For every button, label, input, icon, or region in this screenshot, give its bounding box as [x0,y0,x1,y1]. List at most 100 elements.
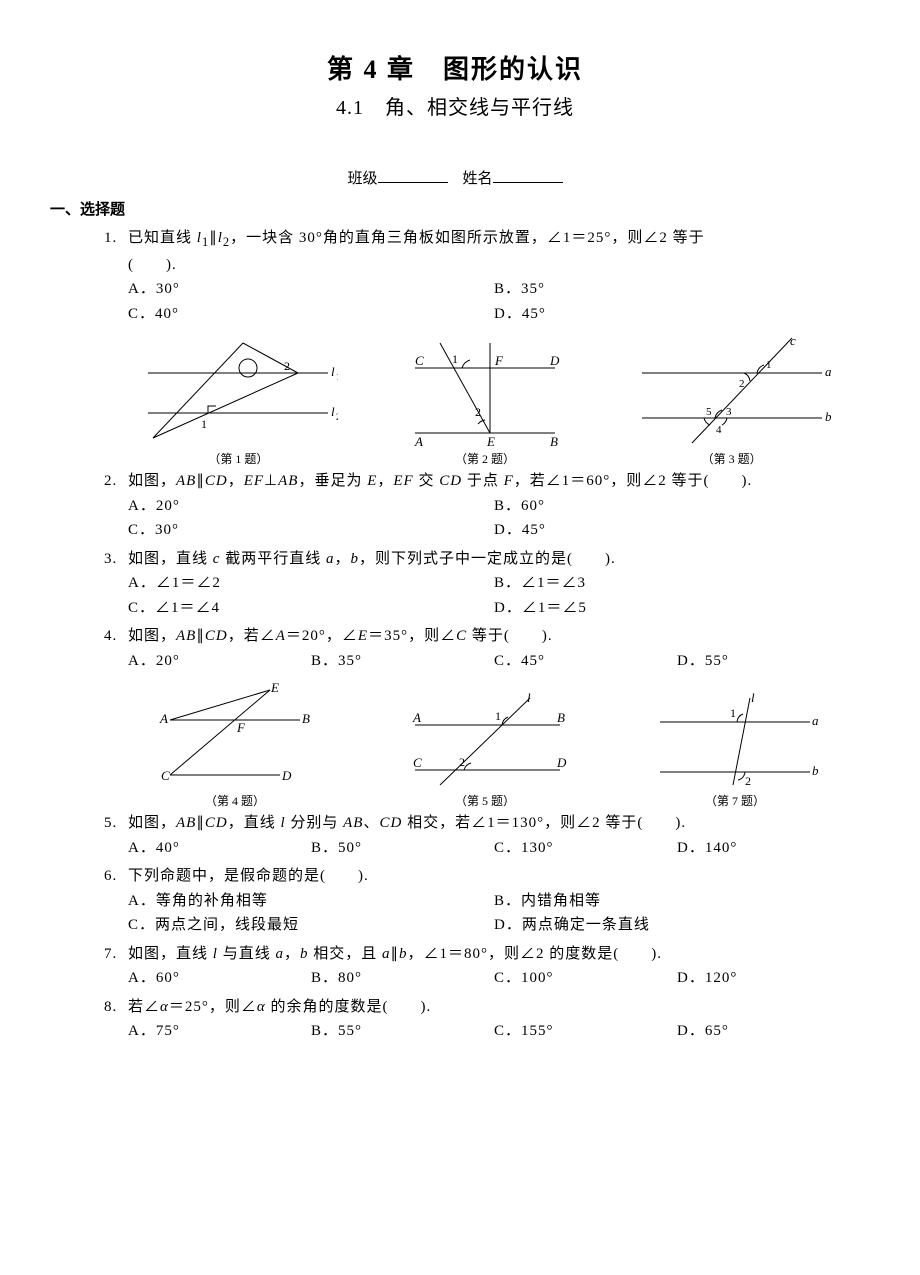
svg-text:B: B [557,710,565,725]
svg-text:C: C [161,768,170,783]
name-blank[interactable] [493,167,563,183]
q5-num: 5. [104,812,117,835]
svg-text:a: a [825,364,832,379]
q7-opt-B: B．80° [311,967,494,990]
figure-row-1: 2 1 l1 l2 （第 1 题） C D F A B E 1 2 （第 2 题… [110,333,860,468]
svg-text:D: D [281,768,292,783]
q6-opt-C: C．两点之间，线段最短 [128,914,494,937]
svg-text:3: 3 [726,406,732,418]
q8-num: 8. [104,996,117,1019]
svg-text:a: a [812,713,819,728]
svg-text:B: B [550,434,558,448]
svg-text:E: E [270,680,279,695]
svg-text:b: b [812,763,819,778]
q3-num: 3. [104,548,117,571]
q7-opt-A: A．60° [128,967,311,990]
svg-text:c: c [790,333,796,348]
class-label: 班级 [347,171,377,187]
q8-opt-D: D．65° [677,1020,860,1043]
q8-opt-C: C．155° [494,1020,677,1043]
class-blank[interactable] [378,167,448,183]
q7-num: 7. [104,943,117,966]
svg-text:1: 1 [766,359,772,371]
figure-4: A B E F C D （第 4 题） [145,680,325,810]
svg-text:D: D [556,755,567,770]
q7-opt-D: D．120° [677,967,860,990]
q5-opt-A: A．40° [128,837,311,860]
q4-opt-B: B．35° [311,650,494,673]
svg-text:D: D [549,353,560,368]
svg-text:2: 2 [459,755,465,769]
svg-text:1: 1 [336,372,338,382]
svg-text:2: 2 [336,412,338,422]
figure-1: 2 1 l1 l2 （第 1 题） [138,338,338,468]
q2-opt-A: A．20° [128,495,494,518]
q3-opt-B: B．∠1＝∠3 [494,572,860,595]
svg-text:F: F [236,720,246,735]
svg-text:1: 1 [452,352,458,366]
figure-row-2: A B E F C D （第 4 题） A B C D l 1 2 （第 5 题… [110,680,860,810]
q6-opt-A: A．等角的补角相等 [128,890,494,913]
svg-text:2: 2 [475,405,481,419]
svg-text:2: 2 [739,378,745,390]
info-line: 班级 姓名 [50,167,860,191]
name-label: 姓名 [463,171,493,187]
q1-opt-B: B．35° [494,278,860,301]
figure-3: a b c 1 2 5 3 4 （第 3 题） [632,333,832,468]
section-heading-choice: 一、选择题 [50,199,860,222]
q1-opt-D: D．45° [494,303,860,326]
svg-text:C: C [415,353,424,368]
svg-text:A: A [414,434,423,448]
q6-opt-D: D．两点确定一条直线 [494,914,860,937]
q2-opt-C: C．30° [128,519,494,542]
q1-opt-A: A．30° [128,278,494,301]
figure-5: A B C D l 1 2 （第 5 题） [395,690,575,810]
q4-opt-D: D．55° [677,650,860,673]
q5-opt-C: C．130° [494,837,677,860]
q3-opt-A: A．∠1＝∠2 [128,572,494,595]
svg-text:1: 1 [201,417,207,431]
question-3: 3. 如图，直线 c 截两平行直线 a，b，则下列式子中一定成立的是( ). A… [128,548,860,620]
q3-opt-C: C．∠1＝∠4 [128,597,494,620]
q6-opt-B: B．内错角相等 [494,890,860,913]
svg-text:4: 4 [716,424,722,436]
svg-text:b: b [825,409,832,424]
svg-text:5: 5 [706,406,712,418]
figure-7: a b l 1 2 （第 7 题） [645,690,825,810]
svg-text:A: A [412,710,421,725]
svg-text:l: l [331,404,335,419]
question-4: 4. 如图，AB∥CD，若∠A＝20°，∠E＝35°，则∠C 等于( ). A．… [128,625,860,672]
q4-opt-C: C．45° [494,650,677,673]
figure-2: C D F A B E 1 2 （第 2 题） [395,338,575,468]
svg-text:l: l [527,690,531,705]
q7-opt-C: C．100° [494,967,677,990]
svg-text:C: C [413,755,422,770]
question-8: 8. 若∠α＝25°，则∠α 的余角的度数是( ). A．75° B．55° C… [128,996,860,1043]
svg-text:2: 2 [745,774,751,788]
q8-opt-B: B．55° [311,1020,494,1043]
svg-text:1: 1 [495,709,501,723]
question-7: 7. 如图，直线 l 与直线 a，b 相交，且 a∥b，∠1＝80°，则∠2 的… [128,943,860,990]
section-title: 4.1 角、相交线与平行线 [50,93,860,123]
q1-num: 1. [104,227,117,250]
svg-text:l: l [331,364,335,379]
q3-opt-D: D．∠1＝∠5 [494,597,860,620]
svg-text:B: B [302,711,310,726]
svg-text:2: 2 [284,359,290,373]
svg-text:F: F [494,353,504,368]
q5-opt-D: D．140° [677,837,860,860]
svg-text:1: 1 [730,706,736,720]
q8-opt-A: A．75° [128,1020,311,1043]
q2-num: 2. [104,470,117,493]
chapter-title: 第 4 章 图形的认识 [50,50,860,89]
question-6: 6. 下列命题中，是假命题的是( ). A．等角的补角相等B．内错角相等 C．两… [128,865,860,937]
svg-text:E: E [486,434,495,448]
q4-num: 4. [104,625,117,648]
q6-num: 6. [104,865,117,888]
question-5: 5. 如图，AB∥CD，直线 l 分别与 AB、CD 相交，若∠1＝130°，则… [128,812,860,859]
svg-text:l: l [751,690,755,705]
q5-opt-B: B．50° [311,837,494,860]
q2-opt-B: B．60° [494,495,860,518]
q4-opt-A: A．20° [128,650,311,673]
question-2: 2. 如图，AB∥CD，EF⊥AB，垂足为 E，EF 交 CD 于点 F，若∠1… [128,470,860,542]
